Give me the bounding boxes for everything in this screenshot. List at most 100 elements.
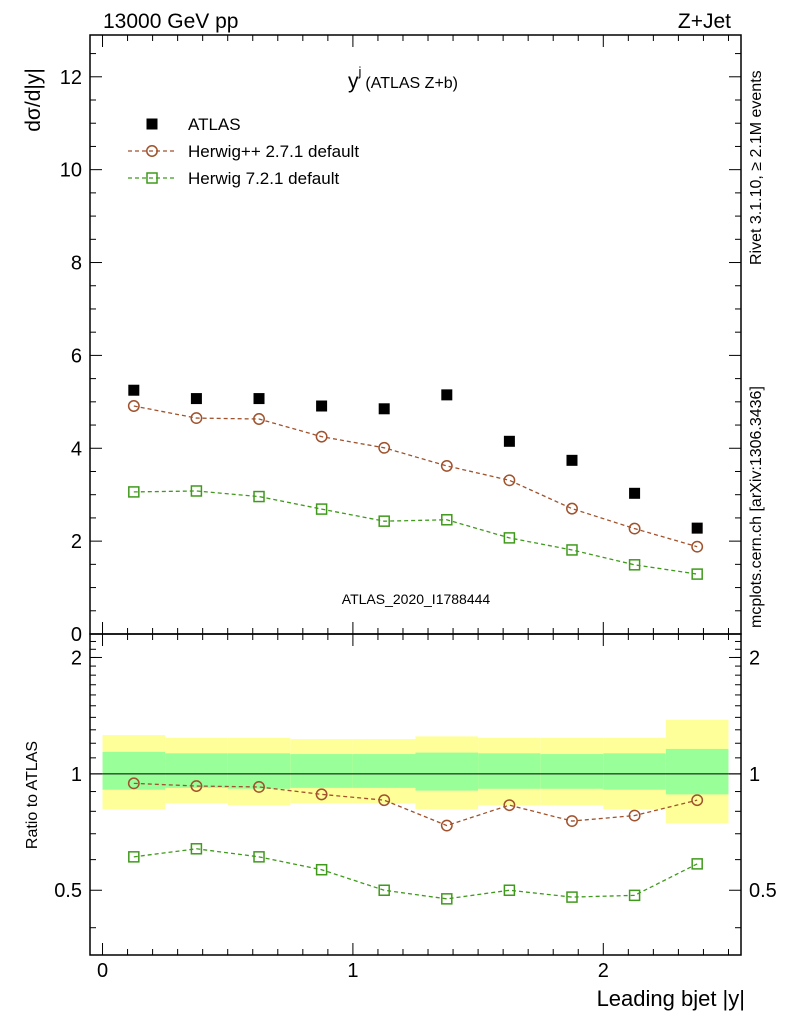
- ratio-y-tick-label-right: 0.5: [749, 880, 777, 902]
- main-ylabel: dσ/d|y|: [22, 68, 45, 132]
- legend-label: Herwig 7.2.1 default: [188, 169, 339, 188]
- main-point-herwig-7-2-1-default: [628, 559, 641, 571]
- plot-title-sup: j: [358, 64, 362, 79]
- main-point-herwig-7-2-1-default: [190, 485, 203, 497]
- ratio-point-herwig-2-7-1-default: [503, 799, 516, 812]
- main-point-herwig-7-2-1-default: [691, 568, 703, 580]
- rivet-version-label: Rivet 3.1.10, ≥ 2.1M events: [748, 70, 765, 265]
- legend-marker: [146, 145, 158, 157]
- ratio-point-herwig-7-2-1-default: [378, 884, 390, 896]
- legend-label: ATLAS: [188, 115, 241, 134]
- ratio-y-tick-label-right: 1: [749, 764, 760, 786]
- x-tick-label: 2: [598, 960, 609, 982]
- main-point-herwig-2-7-1-default: [378, 441, 391, 454]
- ratio-point-herwig-7-2-1-default: [190, 843, 203, 855]
- band-inner-bin: [665, 748, 729, 795]
- main-point-herwig-2-7-1-default: [566, 502, 578, 515]
- band-inner-bin: [540, 754, 604, 789]
- band-inner-bin: [415, 752, 479, 791]
- analysis-watermark: ATLAS_2020_I1788444: [342, 591, 491, 607]
- ratio-point-herwig-2-7-1-default: [628, 809, 641, 822]
- main-point-atlas: [378, 403, 390, 415]
- main-point-herwig-7-2-1-default: [378, 515, 390, 527]
- header-process-label: Z+Jet: [678, 10, 731, 33]
- main-y-tick-label: 12: [60, 67, 82, 89]
- ratio-line-herwig-7-2-1-default: [133, 848, 698, 900]
- ratio-point-herwig-2-7-1-default: [253, 780, 265, 793]
- main-point-herwig-2-7-1-default: [315, 430, 328, 443]
- ratio-point-herwig-2-7-1-default: [566, 815, 578, 827]
- plot-title: yj(ATLAS Z+b): [348, 64, 458, 93]
- main-point-herwig-2-7-1-default: [190, 412, 203, 425]
- main-point-herwig-7-2-1-default: [441, 514, 453, 526]
- x-tick-label: 0: [97, 960, 108, 982]
- band-inner-bin: [603, 753, 666, 790]
- main-point-herwig-2-7-1-default: [127, 400, 140, 412]
- mcplots-label: mcplots.cern.ch [arXiv:1306.3436]: [748, 386, 765, 628]
- plot-frames: [89, 34, 742, 956]
- main-point-atlas: [253, 393, 265, 405]
- series-lines: [133, 405, 698, 900]
- ratio-y-tick-label-left: 1: [71, 764, 82, 786]
- ratio-y-tick-label-left: 0.5: [54, 880, 82, 902]
- main-point-atlas: [190, 393, 202, 405]
- ratio-y-tick-label-left: 2: [71, 647, 82, 669]
- ratio-point-herwig-2-7-1-default: [190, 780, 203, 792]
- main-y-tick-label: 8: [71, 253, 82, 275]
- band-inner-bin: [352, 754, 416, 788]
- main-point-herwig-2-7-1-default: [503, 474, 516, 487]
- main-y-tick-label: 10: [60, 160, 82, 182]
- x-axis-label: Leading bjet |y|: [597, 986, 745, 1011]
- main-line-herwig-7-2-1-default: [133, 490, 698, 575]
- main-point-herwig-2-7-1-default: [691, 540, 704, 553]
- ratio-uncertainty-bands: [90, 719, 741, 824]
- main-point-atlas: [566, 454, 578, 466]
- ratio-point-herwig-2-7-1-default: [440, 819, 453, 832]
- ratio-point-herwig-7-2-1-default: [691, 858, 703, 870]
- main-point-herwig-7-2-1-default: [566, 544, 578, 556]
- main-y-tick-label: 4: [71, 438, 82, 460]
- main-point-herwig-2-7-1-default: [253, 413, 265, 425]
- main-point-atlas: [316, 400, 328, 412]
- band-inner-bin: [227, 753, 291, 789]
- ratio-point-herwig-2-7-1-default: [691, 794, 704, 807]
- main-point-herwig-2-7-1-default: [440, 459, 453, 472]
- main-point-atlas: [441, 389, 453, 401]
- main-y-tick-label: 6: [71, 345, 82, 367]
- main-point-atlas: [629, 487, 641, 499]
- axis-ticks: [90, 35, 741, 955]
- legend-marker: [146, 118, 158, 130]
- main-point-herwig-7-2-1-default: [253, 490, 265, 503]
- main-line-herwig-2-7-1-default: [133, 405, 698, 548]
- ratio-ylabel: Ratio to ATLAS: [24, 741, 41, 849]
- ratio-line-herwig-2-7-1-default: [133, 782, 698, 827]
- ratio-y-tick-label-right: 2: [749, 647, 760, 669]
- main-point-atlas: [503, 435, 515, 447]
- band-inner-bin: [165, 753, 228, 788]
- ratio-point-herwig-2-7-1-default: [315, 788, 328, 801]
- main-point-atlas: [128, 384, 140, 396]
- main-y-tick-label: 0: [71, 624, 82, 646]
- main-point-herwig-2-7-1-default: [628, 522, 641, 535]
- x-tick-label: 1: [347, 960, 358, 982]
- band-inner-bin: [478, 753, 541, 789]
- legend: ATLAS Herwig++ 2.7.1 default Herwig 7.2.1 …: [128, 115, 359, 188]
- legend-marker: [146, 172, 158, 184]
- plot-title-sub: (ATLAS Z+b): [365, 75, 458, 92]
- ratio-point-herwig-7-2-1-default: [566, 891, 578, 903]
- main-point-herwig-7-2-1-default: [315, 503, 328, 515]
- band-inner-bin: [290, 754, 353, 788]
- ratio-point-herwig-7-2-1-default: [128, 851, 140, 863]
- ratio-point-herwig-7-2-1-default: [503, 884, 516, 896]
- legend-label: Herwig++ 2.7.1 default: [188, 142, 359, 161]
- ratio-point-herwig-7-2-1-default: [441, 893, 453, 905]
- data-markers: [127, 384, 704, 905]
- ratio-point-herwig-2-7-1-default: [378, 794, 391, 807]
- main-point-atlas: [691, 522, 703, 534]
- main-point-herwig-7-2-1-default: [503, 532, 516, 544]
- plot-title-main: y: [348, 70, 359, 93]
- ratio-point-herwig-7-2-1-default: [253, 851, 265, 863]
- main-point-herwig-7-2-1-default: [128, 486, 140, 498]
